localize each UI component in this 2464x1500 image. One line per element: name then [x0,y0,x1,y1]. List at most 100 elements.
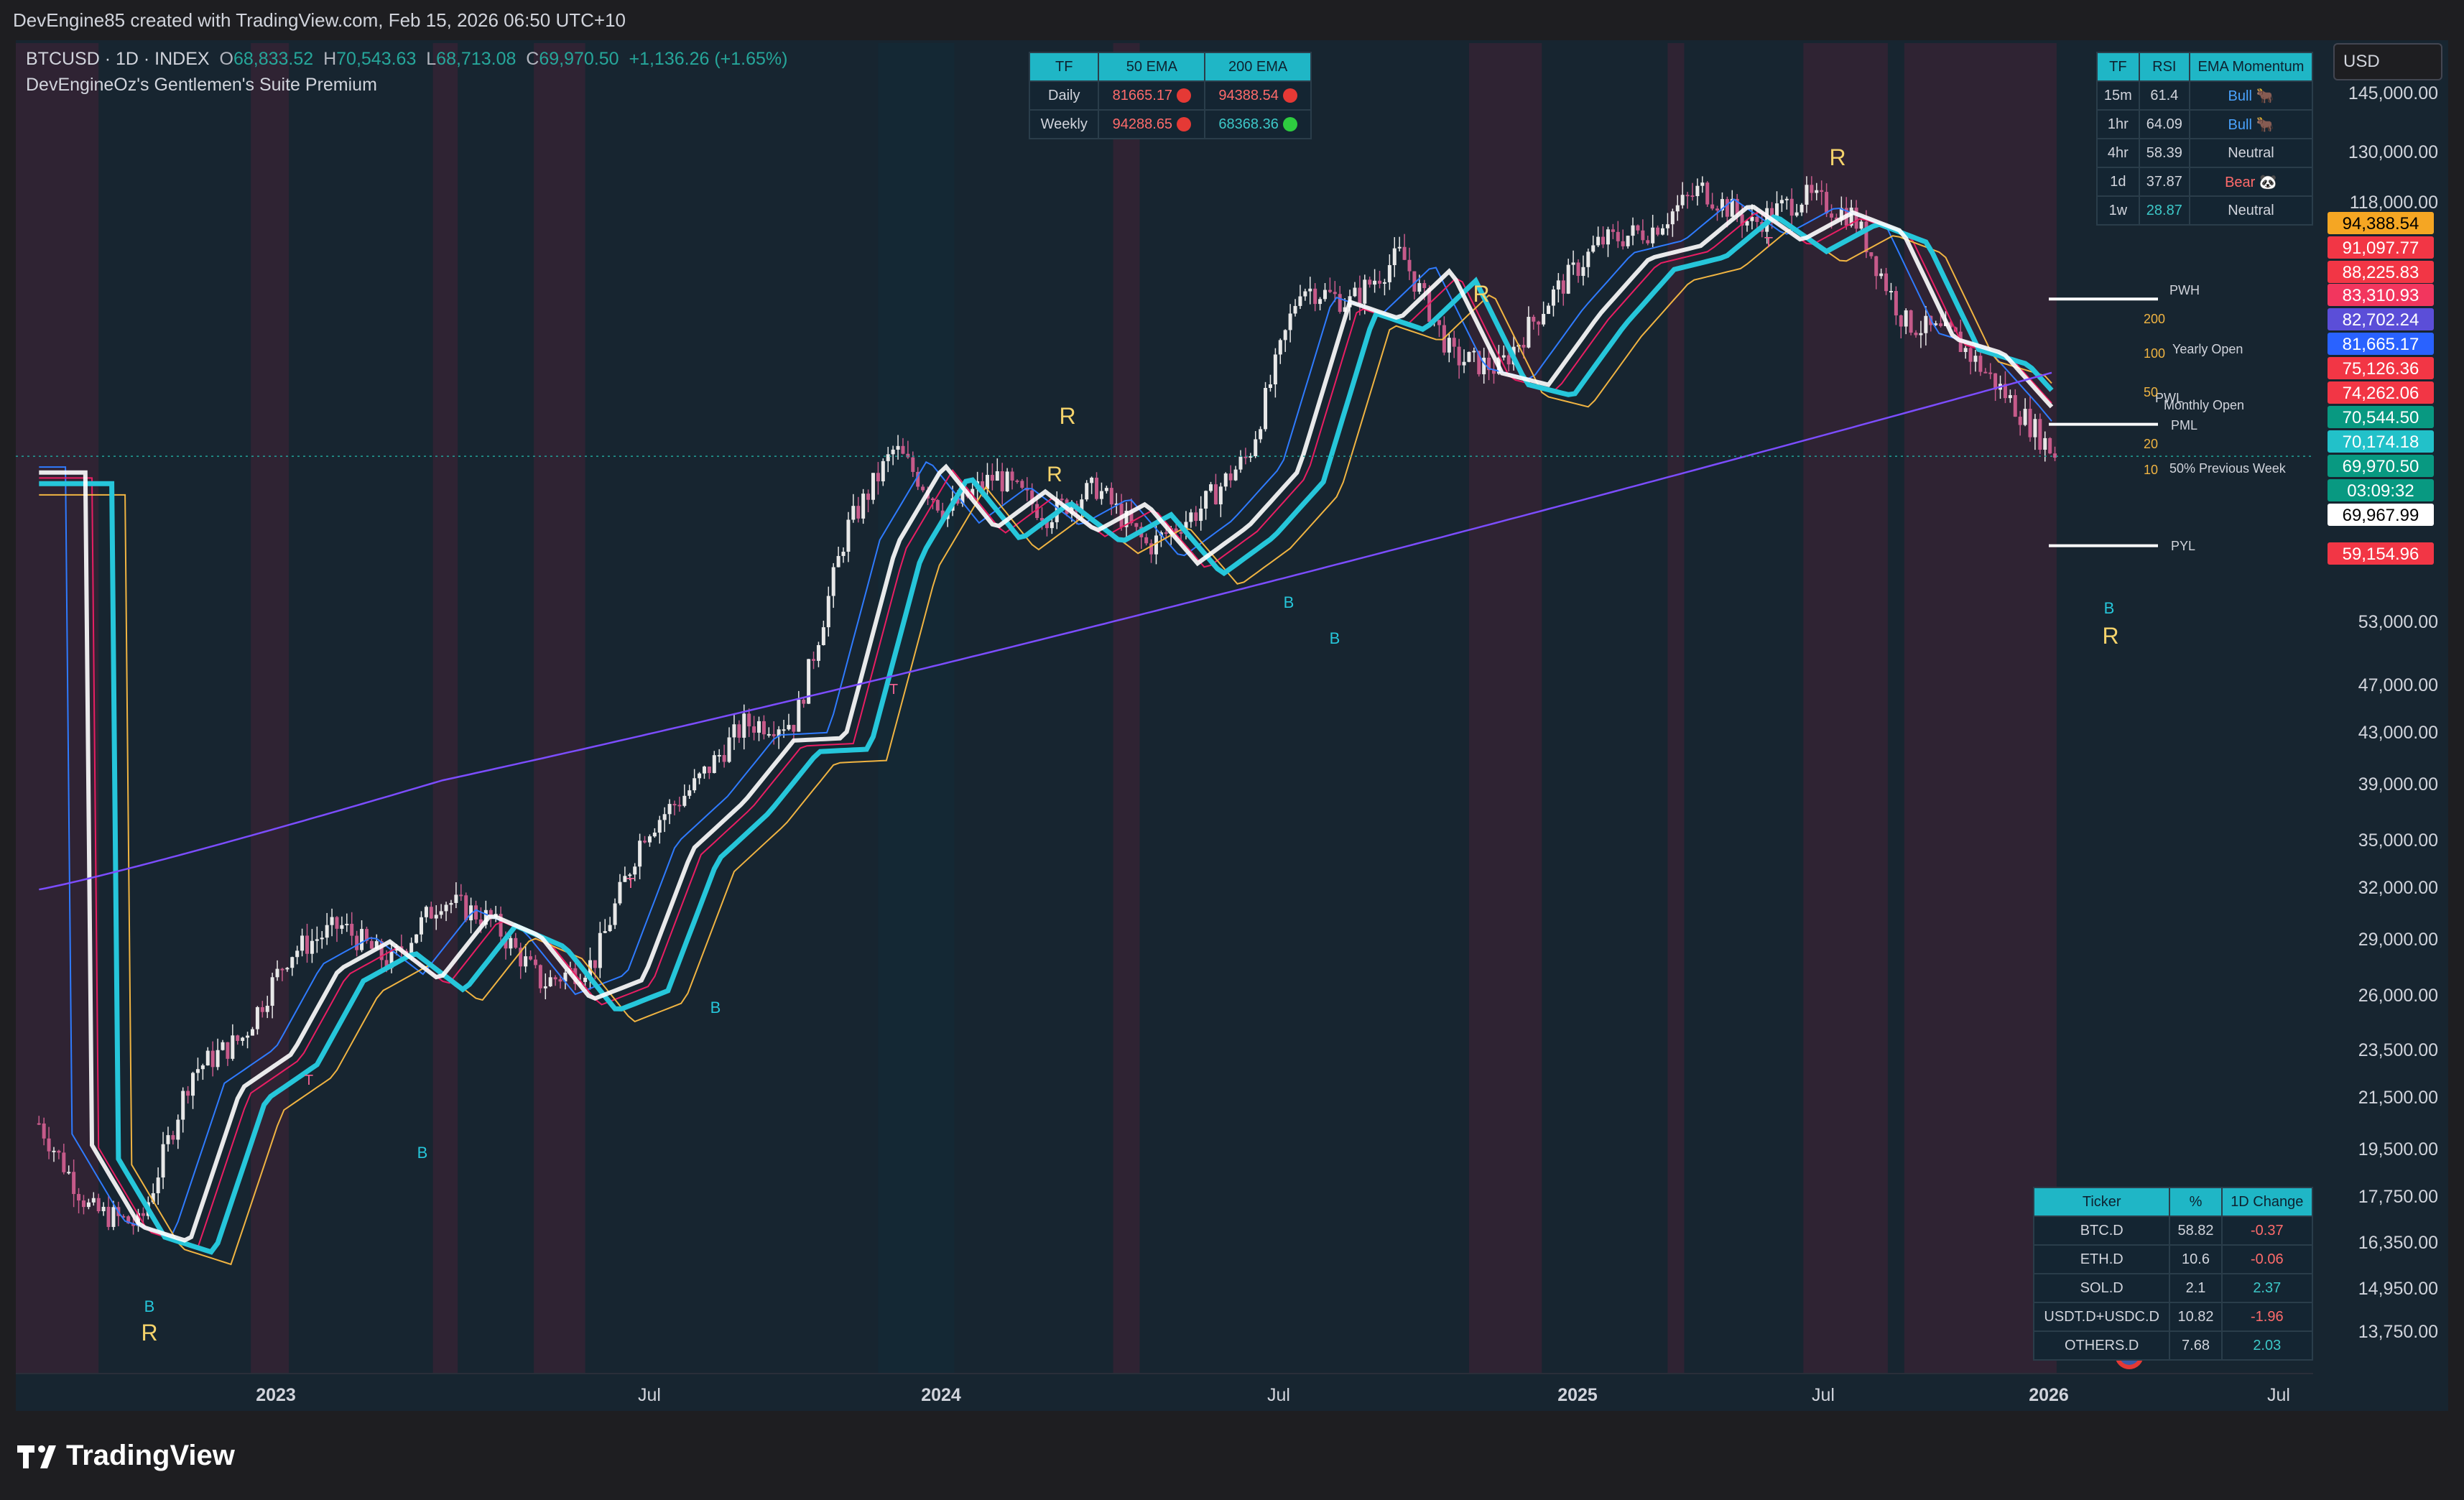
candle-body [1447,338,1451,353]
candle-body [195,1069,200,1073]
ema-value: 94288.65 [1112,116,1173,132]
ema-row-50: 81665.17 [1098,80,1206,111]
price-badge: 83,310.93 [2328,284,2434,306]
price-badge-bg [2328,479,2434,501]
level-label: 20 [2144,437,2158,451]
candle-body [1586,251,1590,267]
y-tick-label: 130,000.00 [2348,142,2438,162]
x-tick-label: Jul [1812,1385,1835,1405]
signal-marker: T [626,876,635,892]
y-tick-label: 39,000.00 [2358,774,2438,795]
price-badge: 91,097.77 [2328,236,2434,259]
rsi-tf: 1w [2096,195,2140,226]
candle-body [1646,240,1650,244]
candle-body [761,721,766,735]
candle-body [2013,395,2017,417]
candle-body [1532,317,1536,322]
candle-body [1690,195,1695,198]
dom-pct: 10.82 [2169,1302,2223,1332]
candle-body [1869,252,1874,256]
candle-body [91,1198,96,1203]
candle-body [449,902,453,905]
candle-body [226,1042,230,1059]
candle-body [1779,200,1784,204]
price-badge-bg [2328,542,2434,565]
candle-body [1467,351,1471,362]
x-tick-label: Jul [1267,1385,1290,1405]
candle-body [250,1029,254,1036]
y-tick-label: 19,500.00 [2358,1139,2438,1159]
candle-body [414,934,419,943]
symbol-label[interactable]: BTCUSD · 1D · INDEX [26,49,210,69]
candle-body [1397,246,1402,249]
ema-line [39,205,2054,1243]
rsi-value: 58.39 [2138,138,2190,168]
candle-body [881,460,885,482]
price-badge-bg [2328,381,2434,404]
indicator-name[interactable]: DevEngineOz's Gentlemen's Suite Premium [26,75,377,95]
candle-body [652,833,657,837]
candle-body [856,506,861,519]
candle-body [1710,204,1715,209]
dom-header-pct: % [2169,1187,2223,1217]
candle-body [478,919,483,925]
level-label: PWH [2169,283,2200,297]
candle-body [995,471,999,481]
candle-body [360,929,364,950]
candle-body [509,937,513,949]
candle-body [221,1042,225,1050]
candle-body [499,914,503,937]
candle-body [876,473,880,482]
ema-row-200: 94388.54 [1204,80,1312,111]
candle-body [1005,471,1009,491]
candle-body [1412,271,1417,292]
candle-body [166,1135,170,1144]
candle-body [1800,204,1804,213]
y-tick-label: 29,000.00 [2358,930,2438,950]
candle-body [519,948,523,967]
candle-body [1522,345,1526,348]
currency-selector[interactable]: USD [2333,43,2442,80]
candle-body [345,923,349,925]
candle-body [1849,208,1853,226]
candle-body [1973,356,1978,362]
dom-header-change: 1D Change [2220,1187,2314,1217]
candle-body [1810,185,1814,193]
candle-body [985,475,989,489]
candle-body [1298,296,1302,306]
tradingview-logo[interactable]: TradingView [16,1440,235,1472]
rsi-table: TF RSI EMA Momentum 15m 61.4 Bull 🐂 1hr 6… [2096,52,2314,226]
candle-body [1283,330,1287,341]
level-label: PML [2171,418,2197,432]
candle-body [563,972,568,982]
candle-body [940,510,945,519]
candle-body [1501,355,1506,358]
candle-body [1204,491,1208,509]
signal-marker: T [889,682,898,698]
table-row: Weekly 94288.65 68368.36 [1028,109,1312,139]
signal-marker: B [144,1297,155,1315]
session-band [1113,43,1140,1374]
candle-body [1090,477,1094,483]
price-badge-bg [2328,333,2434,355]
candle-body [1894,291,1898,316]
price-badge: 74,262.06 [2328,381,2434,404]
price-badge-text: 94,388.54 [2343,214,2419,233]
candle-body [891,449,895,455]
candle-body [1213,484,1218,505]
candle-body [295,950,300,958]
candle-body [1641,230,1645,241]
rsi-header-rsi: RSI [2138,52,2190,82]
price-badge: 70,544.50 [2328,406,2434,428]
candle-body [255,1006,259,1029]
candle-body [1323,290,1327,300]
candle-body [896,445,900,450]
candle-body [1259,429,1263,440]
candle-body [374,941,379,949]
candle-body [1670,211,1675,225]
candle-body [846,519,851,552]
candle-body [598,932,602,968]
high-value: 70,543.63 [336,49,417,69]
rsi-tf: 1hr [2096,109,2140,139]
